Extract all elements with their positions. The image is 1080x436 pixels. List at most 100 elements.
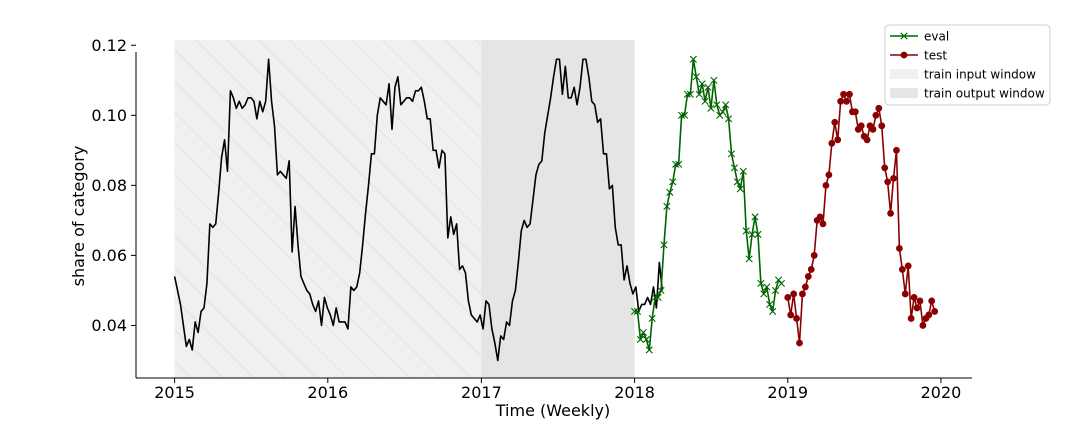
- point-eval-38: [742, 227, 750, 235]
- point-test-6: [801, 283, 809, 291]
- point-eval-39: [745, 255, 753, 263]
- point-eval-14: [672, 160, 680, 168]
- point-test-49: [928, 297, 936, 305]
- legend-label: train input window: [924, 68, 1036, 82]
- point-test-20: [843, 97, 850, 105]
- point-eval-42: [754, 230, 762, 238]
- point-eval-31: [722, 101, 730, 109]
- point-eval-22: [695, 90, 703, 98]
- y-tick-label-0.06: 0.06: [91, 246, 127, 265]
- point-test-0: [784, 294, 792, 301]
- point-eval-19: [686, 90, 694, 98]
- point-test-16: [831, 118, 839, 126]
- point-test-15: [828, 139, 836, 147]
- point-test-42: [907, 315, 915, 322]
- point-test-12: [819, 220, 827, 228]
- point-test-50: [931, 308, 939, 315]
- axes: [131, 44, 972, 383]
- point-eval-24: [701, 97, 709, 105]
- point-eval-9: [657, 286, 665, 295]
- point-eval-21: [692, 73, 700, 81]
- y-tick-label-0.10: 0.10: [91, 106, 127, 125]
- point-eval-16: [677, 111, 686, 119]
- point-test-45: [916, 297, 924, 305]
- legend-item-train-output-window: train output window: [890, 87, 1045, 101]
- point-test-18: [837, 97, 845, 105]
- point-test-23: [851, 108, 859, 116]
- y-tick-label-0.04: 0.04: [91, 316, 127, 335]
- tick-labels: 2015 2016 2017 2018 2019 2020 0.04 0.06 0.08 0.10…: [91, 36, 961, 402]
- point-test-37: [893, 146, 900, 154]
- point-eval-33: [727, 150, 736, 158]
- point-eval-7: [651, 293, 659, 302]
- point-eval-45: [763, 283, 771, 291]
- point-test-7: [804, 273, 812, 280]
- point-test-25: [857, 122, 865, 130]
- point-test-1: [787, 311, 795, 319]
- point-eval-47: [769, 307, 777, 316]
- point-eval-12: [666, 188, 674, 196]
- point-test-48: [925, 311, 933, 319]
- point-test-21: [846, 90, 853, 98]
- point-eval-44: [760, 290, 768, 298]
- point-eval-4: [642, 335, 650, 344]
- point-eval-20: [689, 55, 697, 63]
- point-test-46: [919, 322, 927, 329]
- y-tick-label-0.12: 0.12: [91, 36, 127, 55]
- x-axis-title: Time (Weekly): [495, 401, 610, 420]
- point-test-4: [796, 339, 803, 347]
- point-eval-35: [733, 178, 741, 186]
- legend-label: train output window: [924, 87, 1045, 101]
- point-eval-15: [675, 160, 683, 168]
- point-test-9: [810, 252, 818, 259]
- x-tick-label-2020: 2020: [921, 383, 962, 402]
- legend: eval test train input window train output w…: [884, 24, 1051, 106]
- point-test-41: [904, 262, 912, 270]
- point-test-36: [890, 174, 897, 182]
- point-test-5: [799, 290, 806, 298]
- point-eval-23: [698, 80, 706, 88]
- legend-item-train-input-window: train input window: [890, 68, 1036, 82]
- y-axis-title: share of category: [69, 146, 88, 287]
- point-eval-46: [766, 300, 774, 309]
- series-line-test: [786, 93, 936, 344]
- point-test-38: [895, 245, 903, 252]
- shade-hatch-0: [174, 40, 482, 378]
- point-eval-8: [654, 293, 662, 302]
- point-eval-17: [680, 111, 689, 119]
- y-tick-label-0.08: 0.08: [91, 176, 127, 195]
- x-tick-label-2018: 2018: [614, 383, 655, 402]
- point-eval-2: [636, 335, 645, 344]
- point-eval-32: [724, 115, 733, 123]
- shade-window-1: [481, 40, 635, 378]
- point-test-33: [881, 164, 889, 172]
- point-eval-11: [663, 202, 671, 210]
- x-tick-label-2016: 2016: [307, 383, 348, 402]
- point-eval-0: [630, 307, 639, 316]
- series-markers: [630, 55, 939, 354]
- point-test-2: [790, 290, 798, 298]
- point-test-29: [869, 125, 877, 133]
- point-eval-6: [648, 314, 656, 323]
- point-test-40: [901, 290, 909, 298]
- x-tick-label-2019: 2019: [767, 383, 808, 402]
- point-test-32: [878, 122, 886, 130]
- point-eval-41: [751, 213, 759, 221]
- point-eval-40: [748, 230, 756, 238]
- series-line-train: [173, 58, 664, 362]
- point-test-44: [913, 304, 921, 312]
- point-eval-36: [736, 185, 744, 193]
- point-test-17: [834, 136, 842, 144]
- point-test-35: [887, 209, 894, 217]
- point-eval-25: [704, 83, 712, 91]
- legend-item-eval: eval: [890, 30, 949, 44]
- legend-label: eval: [924, 30, 949, 44]
- point-eval-34: [730, 164, 739, 172]
- point-eval-43: [757, 279, 765, 288]
- point-test-19: [840, 90, 847, 98]
- point-test-34: [884, 178, 892, 186]
- shaded-windows: [174, 40, 635, 378]
- point-test-43: [910, 294, 918, 301]
